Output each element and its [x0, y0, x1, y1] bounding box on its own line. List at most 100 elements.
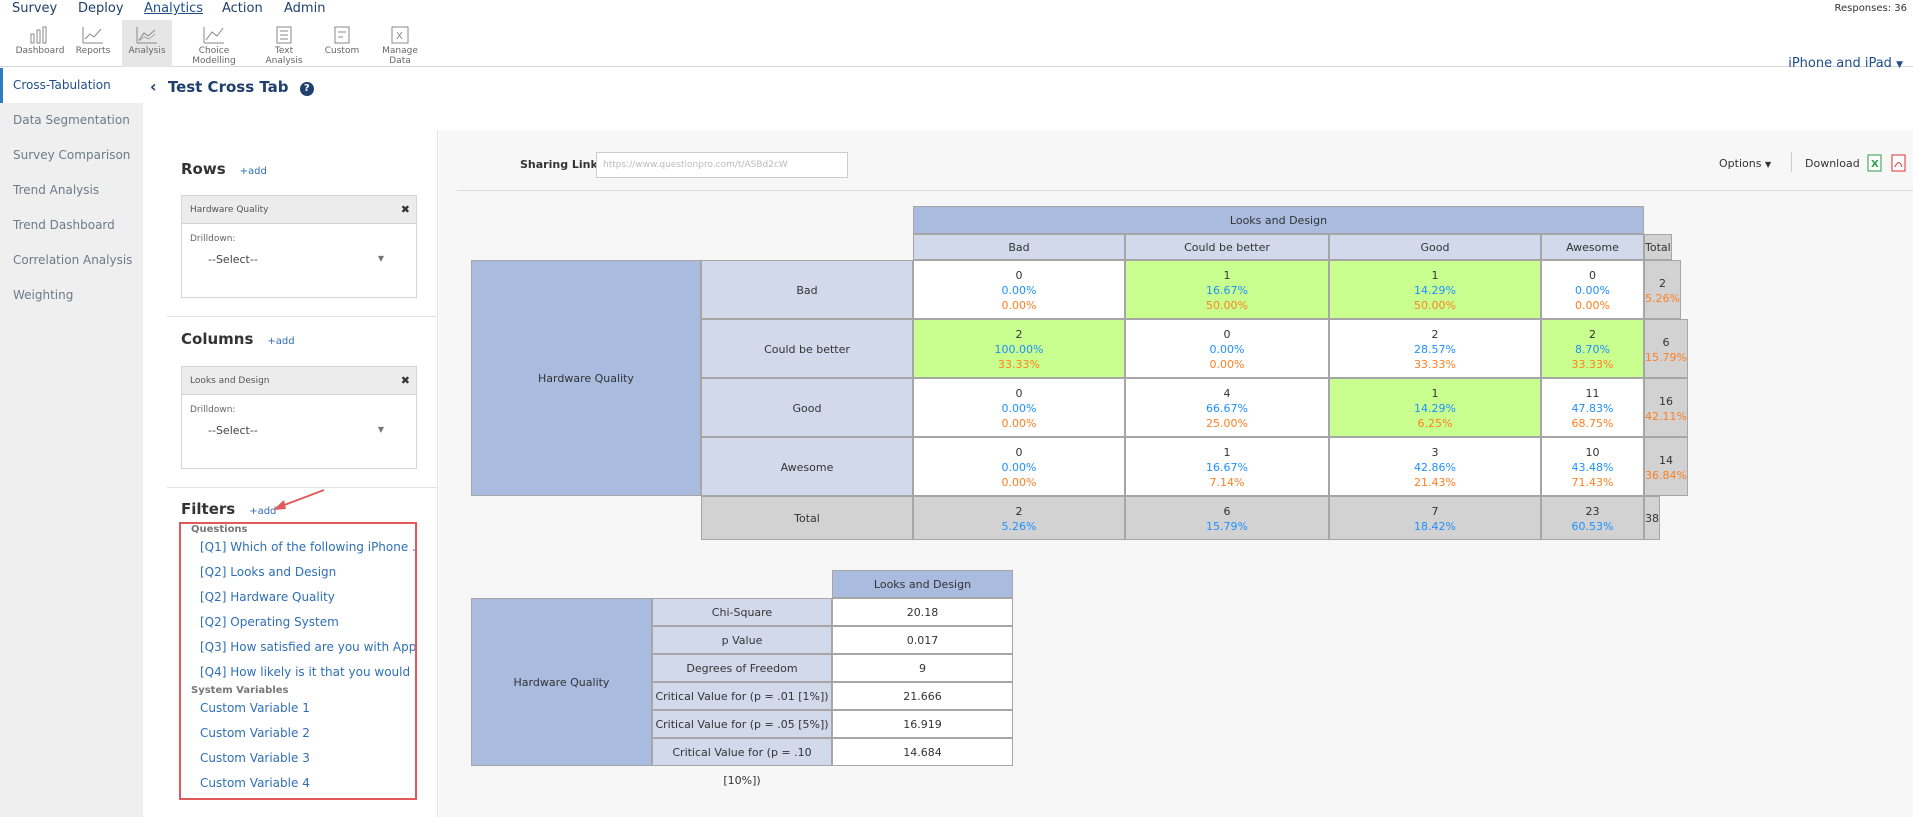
tool-dashboard[interactable]: Dashboard [12, 20, 68, 67]
nav-deploy[interactable]: Deploy [78, 1, 124, 16]
column-header: Bad [913, 234, 1125, 260]
cell-value: 8.70% [1575, 343, 1610, 356]
stats-value: 14.684 [832, 738, 1013, 766]
filter-list: Questions [Q1] Which of the following iP… [179, 522, 417, 800]
nav-survey[interactable]: Survey [12, 1, 58, 16]
stats-label: Critical Value for (p = .01 [1%]) [652, 682, 832, 710]
cell-value: 6 [1223, 505, 1231, 518]
cell-value: 2 [1015, 328, 1023, 341]
row-variable-box: Hardware Quality ✖ Drilldown: --Select-- ▼ [181, 195, 417, 298]
cell-value: 0.00% [1001, 402, 1037, 415]
columns-add-link[interactable]: +add [267, 336, 295, 347]
tool-reports[interactable]: Reports [70, 20, 116, 67]
page-header: ‹ Test Cross Tab ? [150, 77, 314, 97]
results-area: Sharing Link https://www.questionpro.com… [439, 130, 1913, 817]
help-icon[interactable]: ? [299, 82, 314, 96]
back-chevron-icon[interactable]: ‹ [150, 77, 157, 96]
filter-item[interactable]: Custom Variable 4 [200, 776, 310, 790]
pdf-download-icon[interactable] [1891, 154, 1907, 172]
cell-value: 1 [1431, 387, 1439, 400]
cell-value: 0.00% [1209, 343, 1245, 356]
data-cell: 0 0.00% 0.00% [1125, 319, 1329, 378]
filter-item[interactable]: [Q2] Hardware Quality [200, 590, 335, 604]
cell-value: 18.42% [1414, 520, 1456, 533]
row-header: Could be better [701, 319, 913, 378]
filter-item[interactable]: Custom Variable 2 [200, 726, 310, 740]
tool-analysis[interactable]: Analysis [122, 20, 172, 67]
stats-label: Chi-Square [652, 598, 832, 626]
sidebar-item-cross-tabulation[interactable]: Cross-Tabulation [0, 68, 143, 103]
excel-download-icon[interactable]: X [1867, 154, 1883, 172]
survey-selector-label: iPhone and iPad [1788, 56, 1892, 71]
system-variables-group-label: System Variables [191, 685, 289, 696]
data-cell: 0 0.00% 0.00% [1541, 260, 1644, 319]
stats-value: 9 [832, 654, 1013, 682]
column-variable-name: Looks and Design [190, 376, 270, 386]
nav-action[interactable]: Action [222, 1, 263, 16]
filter-item[interactable]: Custom Variable 1 [200, 701, 310, 715]
cell-value: 15.79% [1645, 350, 1687, 364]
row-drilldown-select[interactable]: --Select-- ▼ [182, 244, 392, 266]
sidebar-item-trend-analysis[interactable]: Trend Analysis [13, 183, 100, 197]
columns-header: Columns +add [181, 330, 295, 348]
cell-value: 14.29% [1414, 284, 1456, 297]
options-dropdown[interactable]: Options ▼ [1719, 157, 1771, 170]
filter-item[interactable]: [Q4] How likely is it that you would ... [200, 665, 415, 679]
sidebar-item-trend-dashboard[interactable]: Trend Dashboard [13, 218, 115, 232]
tool-custom[interactable]: Custom [322, 20, 362, 67]
sidebar-item-weighting[interactable]: Weighting [13, 288, 74, 302]
cell-value: 7 [1431, 505, 1439, 518]
cell-value: 71.43% [1571, 476, 1614, 489]
cell-value: 23 [1585, 505, 1600, 518]
download-label: Download [1805, 157, 1860, 170]
column-total-cell: 7 18.42% [1329, 496, 1541, 540]
page-title: Test Cross Tab [167, 78, 289, 96]
filter-item[interactable]: Custom Variable 3 [200, 751, 310, 765]
column-total-cell: 23 60.53% [1541, 496, 1644, 540]
choice-modelling-icon [203, 27, 224, 44]
cell-value: 10 [1585, 446, 1600, 459]
cell-value: 0.00% [1001, 461, 1037, 474]
stats-label: p Value [652, 626, 832, 654]
remove-column-variable-icon[interactable]: ✖ [400, 374, 410, 387]
filter-item[interactable]: [Q1] Which of the following iPhone ... [200, 540, 415, 554]
nav-admin[interactable]: Admin [284, 1, 326, 16]
tool-text-analysis[interactable]: Text Analysis [256, 20, 312, 67]
stats-label: Critical Value for (p = .10 [10%]) [652, 738, 832, 787]
data-cell: 1 16.67% 50.00% [1125, 260, 1329, 319]
sidebar-item-survey-comparison[interactable]: Survey Comparison [13, 148, 131, 162]
filters-add-link[interactable]: +add [249, 506, 277, 517]
tool-choice-modelling[interactable]: Choice Modelling [176, 20, 252, 67]
data-cell: 4 66.67% 25.00% [1125, 378, 1329, 437]
nav-analytics[interactable]: Analytics [144, 1, 204, 16]
filter-item[interactable]: [Q2] Operating System [200, 615, 339, 629]
tool-manage-data[interactable]: X Manage Data [370, 20, 430, 67]
rows-title: Rows [181, 160, 226, 178]
sidebar-item-data-segmentation[interactable]: Data Segmentation [13, 113, 130, 127]
toolbar: Dashboard Reports Analysis Choice Modell… [0, 20, 1913, 71]
filter-item[interactable]: [Q2] Looks and Design [200, 565, 337, 579]
sharing-link-label: Sharing Link [520, 158, 598, 171]
column-drilldown-select[interactable]: --Select-- ▼ [182, 415, 392, 437]
remove-row-variable-icon[interactable]: ✖ [400, 203, 410, 216]
filter-item[interactable]: [Q3] How satisfied are you with Appl... [200, 640, 415, 654]
column-drilldown-label: Drilldown: [190, 405, 236, 415]
sharing-link-input[interactable]: https://www.questionpro.com/t/ASBd2cW [596, 152, 848, 178]
cell-value: 0 [1015, 446, 1023, 459]
text-analysis-icon [276, 26, 292, 44]
rows-add-link[interactable]: +add [239, 166, 267, 177]
variables-panel: Rows +add Hardware Quality ✖ Drilldown: --… [167, 130, 438, 817]
tool-reports-label: Reports [75, 46, 111, 56]
row-total-cell: 16 42.11% [1644, 378, 1688, 437]
sidebar-item-correlation-analysis[interactable]: Correlation Analysis [13, 253, 133, 267]
tool-custom-label: Custom [324, 46, 360, 56]
data-cell: 0 0.00% 0.00% [913, 260, 1125, 319]
caret-down-icon: ▼ [1764, 160, 1772, 169]
column-variable-header: Looks and Design [913, 206, 1644, 234]
row-variable-header: Hardware Quality [471, 260, 701, 496]
cell-value: 0 [1015, 387, 1023, 400]
survey-selector[interactable]: iPhone and iPad ▼ [1788, 56, 1903, 71]
cell-value: 0.00% [1575, 299, 1610, 312]
cell-value: 15.79% [1206, 520, 1248, 533]
cell-value: 14 [1658, 453, 1673, 467]
